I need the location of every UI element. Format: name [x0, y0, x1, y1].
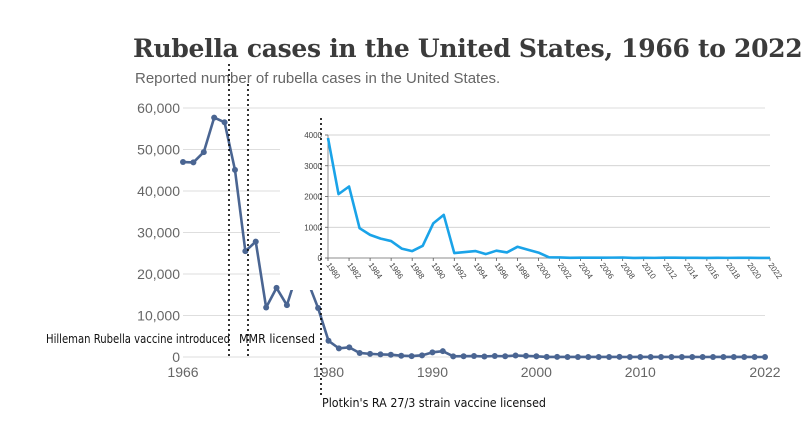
main-data-point [211, 114, 218, 121]
main-data-point [554, 353, 561, 360]
main-data-point [460, 353, 467, 360]
main-data-point [668, 353, 675, 360]
main-data-point [626, 353, 633, 360]
chart-title: Rubella cases in the United States, 1966… [133, 34, 802, 63]
main-data-point [367, 350, 374, 357]
annotation-label: Plotkin's RA 27/3 strain vaccine license… [322, 396, 546, 410]
main-data-point [616, 353, 623, 360]
main-data-point [231, 166, 238, 173]
main-y-tick-label: 10,000 [137, 308, 180, 324]
main-data-point [741, 353, 748, 360]
main-data-point [751, 353, 758, 360]
inset-y-tick-label: 0 [318, 254, 323, 263]
main-data-point [689, 353, 696, 360]
main-data-point [273, 284, 280, 291]
main-data-point [439, 348, 446, 355]
main-data-point [564, 353, 571, 360]
main-data-point [762, 353, 768, 360]
annotation-label: MMR licensed [239, 332, 315, 346]
main-data-point [252, 238, 259, 245]
main-data-point [637, 353, 644, 360]
main-y-tick-label: 20,000 [137, 266, 180, 282]
inset-background [280, 122, 785, 290]
main-data-point [398, 352, 405, 359]
main-data-point [658, 353, 665, 360]
main-data-point [585, 353, 592, 360]
inset-y-tick-label: 3000 [304, 162, 322, 171]
main-data-point [471, 353, 477, 360]
main-data-point [450, 353, 457, 360]
main-data-point [180, 159, 186, 166]
main-x-tick-labels: 1966 1980 1990 2000 2010 2022 [167, 364, 780, 380]
main-y-tick-label: 30,000 [137, 225, 180, 241]
main-data-point [491, 353, 498, 360]
main-y-tick-label: 50,000 [137, 142, 180, 158]
main-data-point [710, 353, 717, 360]
main-data-point [699, 353, 706, 360]
main-data-point [543, 353, 550, 360]
main-y-tick-label: 40,000 [137, 183, 180, 199]
main-y-tick-label: 60,000 [137, 100, 180, 116]
main-x-tick-label: 1980 [313, 364, 344, 380]
main-x-tick-label: 2022 [749, 364, 780, 380]
main-data-point [419, 352, 426, 359]
main-data-point [356, 349, 363, 356]
inset-series-line [326, 137, 771, 260]
main-data-point [429, 349, 436, 356]
main-data-point [574, 353, 581, 360]
main-x-tick-label: 2010 [625, 364, 656, 380]
main-data-point [533, 353, 540, 360]
inset-y-tick-label: 4000 [304, 131, 322, 140]
main-data-point [720, 353, 727, 360]
annotations: Hilleman Rubella vaccine introduced MMR l… [46, 64, 546, 410]
inset-y-tick-label: 1000 [304, 223, 322, 232]
main-data-point [595, 353, 602, 360]
main-data-point [315, 305, 322, 312]
main-x-tick-label: 2000 [521, 364, 552, 380]
main-data-point [377, 351, 384, 358]
inset-y-tick-label: 2000 [304, 193, 322, 202]
main-x-tick-label: 1966 [167, 364, 198, 380]
main-data-point [522, 352, 529, 359]
main-x-tick-label: 1990 [417, 364, 448, 380]
main-data-point [221, 119, 228, 126]
main-data-point [325, 337, 332, 344]
annotation-label: Hilleman Rubella vaccine introduced [46, 332, 230, 346]
main-data-point [678, 353, 685, 360]
main-data-point [283, 302, 290, 309]
chart-subtitle: Reported number of rubella cases in the … [135, 70, 501, 87]
main-y-tick-labels: 0 10,000 20,000 30,000 40,000 50,000 60,000 [137, 100, 180, 365]
main-data-point [346, 344, 353, 351]
main-data-point [481, 353, 488, 360]
main-series [180, 114, 768, 360]
main-data-point [200, 149, 207, 156]
main-data-point [387, 351, 394, 358]
main-data-point [263, 304, 270, 311]
main-data-point [190, 159, 197, 166]
main-data-point [606, 353, 613, 360]
main-data-point [242, 248, 249, 255]
main-y-tick-label: 0 [172, 349, 180, 365]
main-data-point [647, 353, 654, 360]
main-data-point [730, 353, 737, 360]
main-data-point [408, 353, 415, 360]
main-data-point [335, 345, 342, 352]
main-data-point [502, 353, 509, 360]
main-data-point [512, 352, 519, 359]
